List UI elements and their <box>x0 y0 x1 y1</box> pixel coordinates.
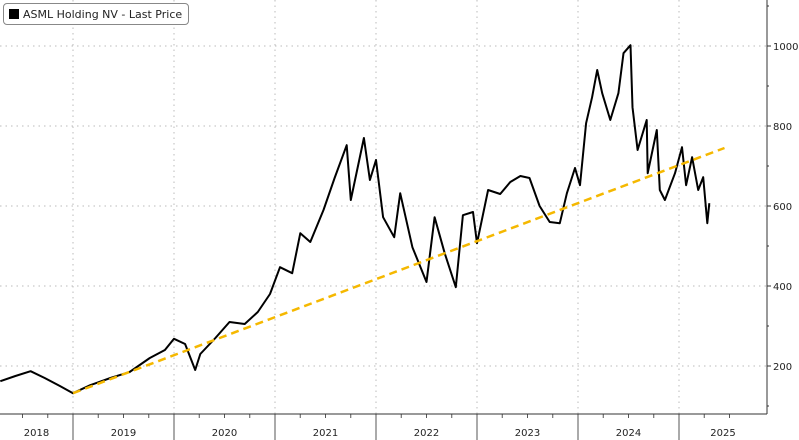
gridlines <box>0 0 767 414</box>
series-layer <box>0 44 725 395</box>
x-tick-label: 2018 <box>24 428 49 439</box>
x-tick-label: 2024 <box>616 428 641 439</box>
x-tick-label: 2021 <box>313 428 338 439</box>
x-tick-label: 2019 <box>111 428 136 439</box>
legend-label: ASML Holding NV - Last Price <box>23 7 183 21</box>
y-tick-label: 1000 <box>773 42 798 53</box>
x-tick-label: 2020 <box>212 428 237 439</box>
y-tick-label: 200 <box>773 362 792 373</box>
y-tick-label: 600 <box>773 202 792 213</box>
trend-line <box>72 146 725 395</box>
price-line <box>0 44 711 395</box>
x-tick-label: 2023 <box>515 428 540 439</box>
y-tick-label: 400 <box>773 282 792 293</box>
legend-swatch <box>9 9 19 19</box>
x-tick-label: 2025 <box>710 428 735 439</box>
x-tick-label: 2022 <box>414 428 439 439</box>
y-tick-label: 800 <box>773 122 792 133</box>
legend: ASML Holding NV - Last Price <box>3 3 190 25</box>
